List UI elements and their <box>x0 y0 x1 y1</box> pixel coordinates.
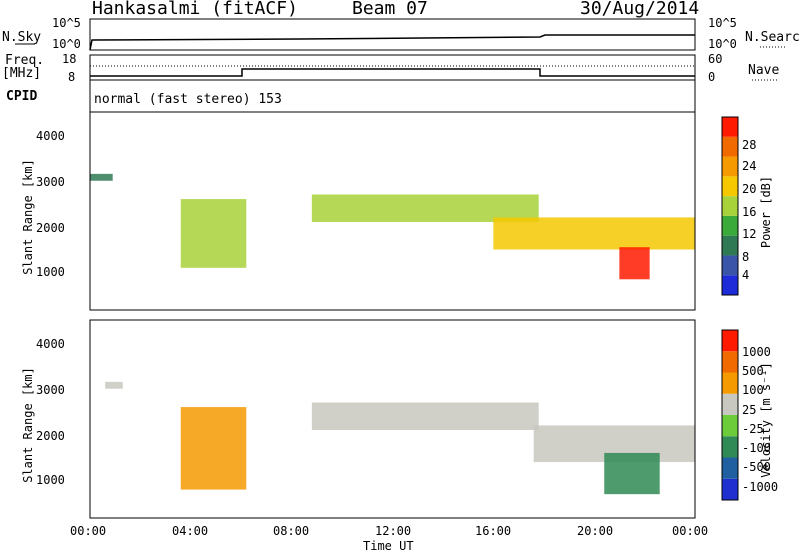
nsky-label: N.Sky <box>2 30 42 45</box>
cpid-text: normal (fast stereo) 153 <box>94 92 282 107</box>
colorbar-segment <box>722 215 738 236</box>
station-title: Hankasalmi (fitACF) <box>92 0 298 19</box>
colorbar-segment <box>722 436 738 458</box>
nave-tick-bottom: 0 <box>708 70 716 84</box>
colorbar-frame <box>721 116 739 296</box>
velocity-band <box>311 402 539 430</box>
power-ytick: 4000 <box>36 129 65 143</box>
colorbar-segment <box>722 196 738 216</box>
power-colorbar <box>721 116 739 296</box>
power-panel <box>90 173 695 280</box>
power-panel-frame <box>89 111 696 311</box>
time-axis-label: Time UT <box>363 539 414 553</box>
velocity-cbar-tick: -500 <box>742 460 771 474</box>
colorbar-segment <box>722 393 738 415</box>
colorbar-segment <box>722 415 738 437</box>
power-ytick: 1000 <box>36 265 65 279</box>
freq-tick-top: 18 <box>62 52 77 66</box>
velocity-band <box>180 407 247 490</box>
colorbar-segment <box>722 117 738 137</box>
cpid-label: CPID <box>6 89 38 104</box>
velocity-ytick: 1000 <box>36 473 65 487</box>
noise-tick-left-bottom: 10^0 <box>52 37 81 51</box>
colorbar-segment <box>722 330 738 352</box>
nave-tick-top: 60 <box>708 52 723 66</box>
noise-tick-right-top: 10^5 <box>708 16 737 30</box>
freq-label: Freq. <box>5 53 45 68</box>
velocity-cbar-tick: 25 <box>742 403 757 417</box>
velocity-panel <box>105 381 695 495</box>
power-cbar-tick: 12 <box>742 227 757 241</box>
power-ytick: 3000 <box>36 175 65 189</box>
noise-sky-line <box>89 34 695 51</box>
power-cbar-tick: 16 <box>742 205 757 219</box>
velocity-ytick: 2000 <box>36 429 65 443</box>
velocity-band <box>604 452 660 495</box>
colorbar-segment <box>722 136 738 157</box>
colorbar-segment <box>722 235 738 256</box>
nsearch-label: N.Search <box>745 30 800 45</box>
freq-line <box>90 68 695 77</box>
power-cbar-tick: 28 <box>742 138 757 152</box>
velocity-colorbar <box>721 329 739 501</box>
colorbar-segment <box>722 457 738 479</box>
velocity-band <box>105 381 123 389</box>
noise-tick-left-top: 10^5 <box>52 16 81 30</box>
velocity-cbar-tick: -25 <box>742 422 764 436</box>
colorbar-segment <box>722 255 738 276</box>
colorbar-segment <box>722 351 738 373</box>
time-tick: 00:00 <box>70 524 107 538</box>
velocity-cbar-tick: -100 <box>742 441 771 455</box>
time-tick: 00:00 <box>672 524 709 538</box>
freq-unit-label: [MHz] <box>2 66 42 81</box>
velocity-cbar-tick: 100 <box>742 383 764 397</box>
date-title: 30/Aug/2014 <box>580 0 700 19</box>
cpid-panel-frame <box>89 79 696 113</box>
power-ytick: 2000 <box>36 221 65 235</box>
time-tick: 20:00 <box>577 524 614 538</box>
velocity-ytick: 4000 <box>36 337 65 351</box>
power-band <box>493 217 695 250</box>
velocity-panel-frame <box>89 319 696 519</box>
colorbar-segment <box>722 478 738 500</box>
power-band <box>90 173 113 181</box>
power-band <box>619 247 650 280</box>
velocity-cbar-tick: 500 <box>742 364 764 378</box>
velocity-cbar-tick: 1000 <box>742 345 771 359</box>
colorbar-segment <box>722 372 738 394</box>
colorbar-segment <box>722 156 738 177</box>
power-cbar-tick: 4 <box>742 268 750 282</box>
noise-tick-right-bottom: 10^0 <box>708 37 737 51</box>
power-cbar-tick: 20 <box>742 182 757 196</box>
power-cbar-tick: 24 <box>742 159 757 173</box>
power-band <box>180 199 247 268</box>
beam-title: Beam 07 <box>352 0 428 19</box>
time-tick: 16:00 <box>475 524 512 538</box>
nave-label: Nave <box>748 63 780 78</box>
colorbar-frame <box>721 329 739 501</box>
velocity-ytick: 3000 <box>36 383 65 397</box>
freq-tick-bottom: 8 <box>68 70 76 84</box>
velocity-cbar-tick: -1000 <box>742 480 779 494</box>
colorbar-segment <box>722 275 738 295</box>
power-cbar-tick: 8 <box>742 250 750 264</box>
colorbar-segment <box>722 176 738 197</box>
time-tick: 12:00 <box>375 524 412 538</box>
time-tick: 08:00 <box>273 524 310 538</box>
time-tick: 04:00 <box>172 524 209 538</box>
